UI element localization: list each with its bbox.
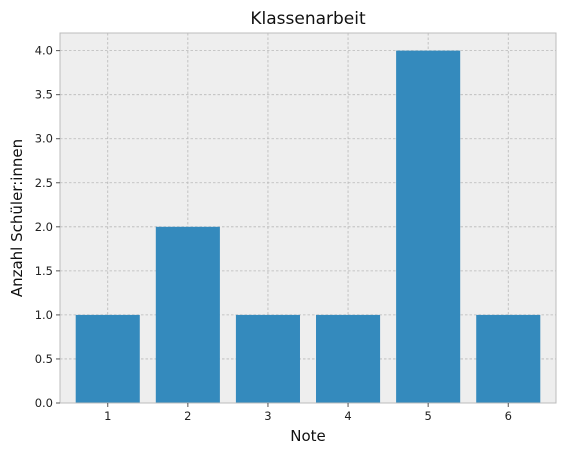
y-tick-label: 2.0 [35,220,53,234]
y-axis-label: Anzahl Schüler:innen [8,139,26,297]
x-axis-label: Note [290,427,326,445]
x-tick-label: 6 [505,409,512,423]
bar-1 [75,314,140,403]
bar-2 [155,226,220,403]
plot-frame [59,32,557,404]
y-axis-ticks: 0.0 0.5 1.0 1.5 2.0 2.5 3.0 3.5 4.0 [35,44,60,410]
bar-3 [235,314,300,403]
y-tick-label: 3.0 [35,132,53,146]
bars [75,50,541,403]
y-tick-label: 4.0 [35,44,53,58]
x-tick-label: 5 [424,409,431,423]
y-tick-label: 3.5 [35,88,53,102]
x-tick-label: 1 [104,409,111,423]
x-tick-label: 2 [184,409,191,423]
bar-5 [396,50,461,403]
y-tick-label: 0.0 [35,396,53,410]
y-tick-label: 1.0 [35,308,53,322]
x-tick-label: 4 [344,409,351,423]
y-tick-label: 2.5 [35,176,53,190]
bar-4 [316,314,381,403]
y-tick-label: 0.5 [35,352,53,366]
chart-title: Klassenarbeit [250,9,366,29]
bar-6 [476,314,541,403]
x-axis-ticks: 1 2 3 4 5 6 [104,403,512,423]
x-tick-label: 3 [264,409,271,423]
y-tick-label: 1.5 [35,264,53,278]
